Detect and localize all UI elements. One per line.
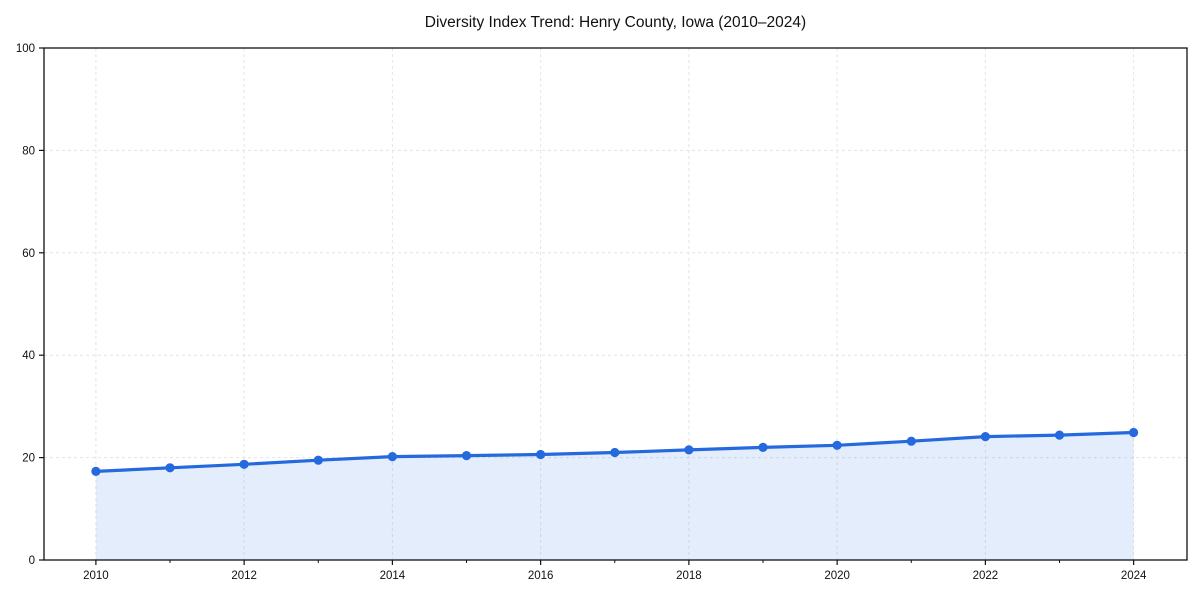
data-point-2012 bbox=[239, 459, 249, 469]
data-point-2020 bbox=[832, 440, 842, 450]
data-point-2014 bbox=[387, 452, 397, 462]
x-tick-label-2014: 2014 bbox=[380, 570, 406, 582]
y-tick-label-80: 80 bbox=[22, 145, 35, 157]
data-point-2024 bbox=[1129, 427, 1139, 438]
y-tick-label-0: 0 bbox=[29, 555, 35, 567]
y-tick-label-60: 60 bbox=[22, 248, 35, 260]
x-tick-label-2012: 2012 bbox=[231, 570, 257, 582]
x-tick-label-2022: 2022 bbox=[973, 570, 999, 582]
y-tick-label-100: 100 bbox=[16, 43, 35, 55]
data-point-2015 bbox=[461, 451, 472, 461]
data-point-2021 bbox=[906, 436, 916, 446]
x-tick-label-2016: 2016 bbox=[528, 570, 554, 582]
x-tick-label-2018: 2018 bbox=[676, 570, 702, 582]
data-point-2023 bbox=[1054, 430, 1065, 440]
data-point-2013 bbox=[313, 455, 323, 465]
data-point-2019 bbox=[758, 442, 768, 452]
data-point-2022 bbox=[980, 432, 991, 442]
data-point-2010 bbox=[91, 466, 101, 476]
y-tick-label-40: 40 bbox=[22, 350, 35, 362]
x-tick-label-2020: 2020 bbox=[824, 570, 850, 582]
data-point-2018 bbox=[684, 445, 694, 455]
x-tick-label-2010: 2010 bbox=[83, 570, 109, 582]
area-fill bbox=[95, 432, 1134, 560]
data-point-2016 bbox=[536, 449, 546, 460]
data-point-2011 bbox=[165, 463, 175, 473]
data-point-2017 bbox=[610, 447, 620, 458]
y-tick-label-20: 20 bbox=[22, 453, 35, 465]
chart-title: Diversity Index Trend: Henry County, Iow… bbox=[424, 14, 807, 31]
plot-border bbox=[43, 47, 1188, 561]
x-tick-label-2024: 2024 bbox=[1121, 570, 1147, 582]
